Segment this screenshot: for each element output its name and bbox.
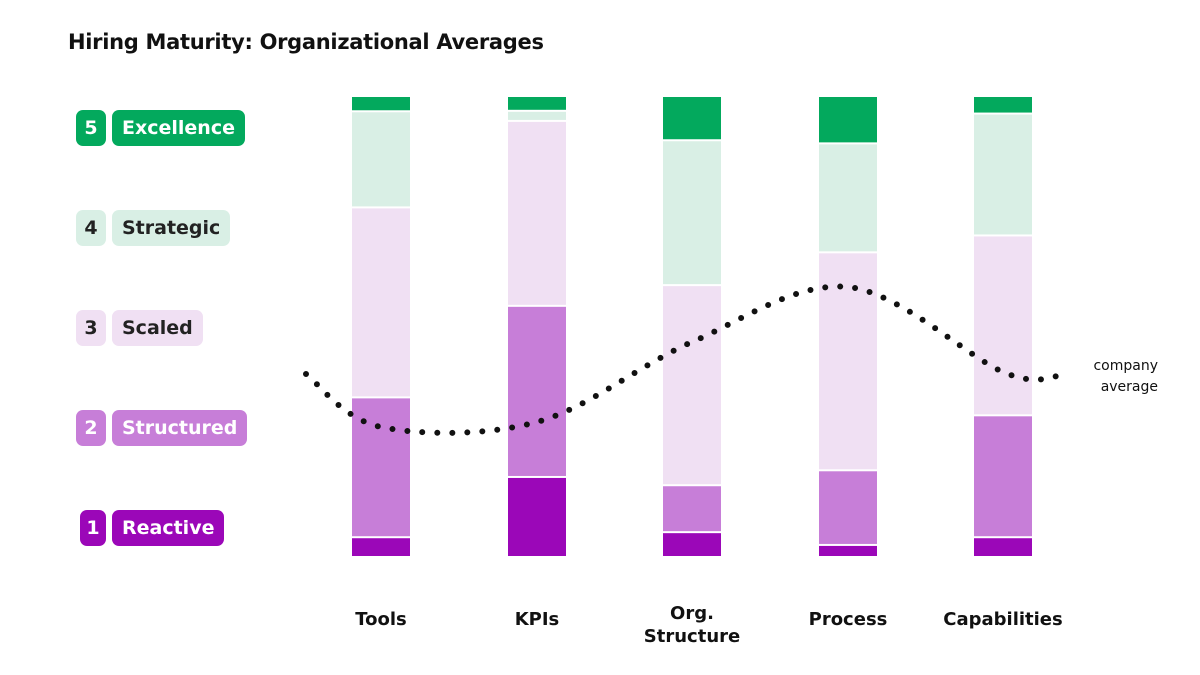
legend-level-1-number: 1: [80, 510, 106, 546]
legend-level-2-number: 2: [76, 410, 106, 446]
bar-process-level-3: [819, 253, 877, 470]
legend-level-3: 3 Scaled: [76, 310, 203, 346]
legend-level-5-name: Excellence: [112, 110, 245, 146]
x-label-capabilities: Capabilities: [943, 609, 1063, 630]
bar-tools-level-3: [352, 208, 410, 397]
bar-capabilities-level-2: [974, 416, 1032, 537]
bar-kpis-level-3: [508, 121, 566, 305]
bar-kpis-level-4: [508, 111, 566, 120]
legend-level-1: 1 Reactive: [80, 510, 225, 546]
x-label-tools: Tools: [355, 609, 407, 630]
bar-process-level-1: [819, 545, 877, 556]
chart-title: Hiring Maturity: Organizational Averages: [68, 30, 544, 54]
bar-capabilities-level-1: [974, 538, 1032, 556]
x-label-org-structure: Org. Structure: [643, 603, 741, 647]
legend-level-5: 5 Excellence: [76, 110, 245, 146]
bar-capabilities-level-3: [974, 236, 1032, 415]
bar-org-structure-level-3: [663, 286, 721, 485]
x-label-kpis: KPIs: [514, 609, 560, 630]
bar-kpis-level-5: [508, 97, 566, 110]
company-average-label: company average: [1093, 358, 1158, 395]
legend-level-4: 4 Strategic: [76, 210, 231, 246]
bar-process-level-2: [819, 471, 877, 544]
legend-level-5-number: 5: [76, 110, 106, 146]
bar-tools-level-4: [352, 112, 410, 207]
company-average-dotted-path: [303, 283, 1063, 436]
legend-level-2: 2 Structured: [76, 410, 248, 446]
legend-level-1-name: Reactive: [112, 510, 225, 546]
bar-process-level-4: [819, 144, 877, 252]
bar-org-structure-level-5: [663, 97, 721, 140]
bar-tools-level-5: [352, 97, 410, 111]
bar-tools-level-1: [352, 538, 410, 556]
legend-level-2-name: Structured: [112, 410, 248, 446]
x-label-process: Process: [808, 609, 888, 630]
bar-kpis-level-2: [508, 306, 566, 476]
company-average-line: [303, 283, 1063, 436]
bar-org-structure-level-2: [663, 486, 721, 532]
legend-level-3-name: Scaled: [112, 310, 203, 346]
bar-kpis-level-1: [508, 477, 566, 556]
bars-group: [352, 97, 1032, 556]
legend-level-4-number: 4: [76, 210, 106, 246]
legend-level-3-number: 3: [76, 310, 106, 346]
bar-capabilities-level-4: [974, 114, 1032, 235]
bar-capabilities-level-5: [974, 97, 1032, 113]
bar-tools-level-2: [352, 398, 410, 537]
bar-process-level-5: [819, 97, 877, 143]
legend-level-4-name: Strategic: [112, 210, 231, 246]
bar-org-structure-level-1: [663, 533, 721, 556]
bar-org-structure-level-4: [663, 141, 721, 285]
